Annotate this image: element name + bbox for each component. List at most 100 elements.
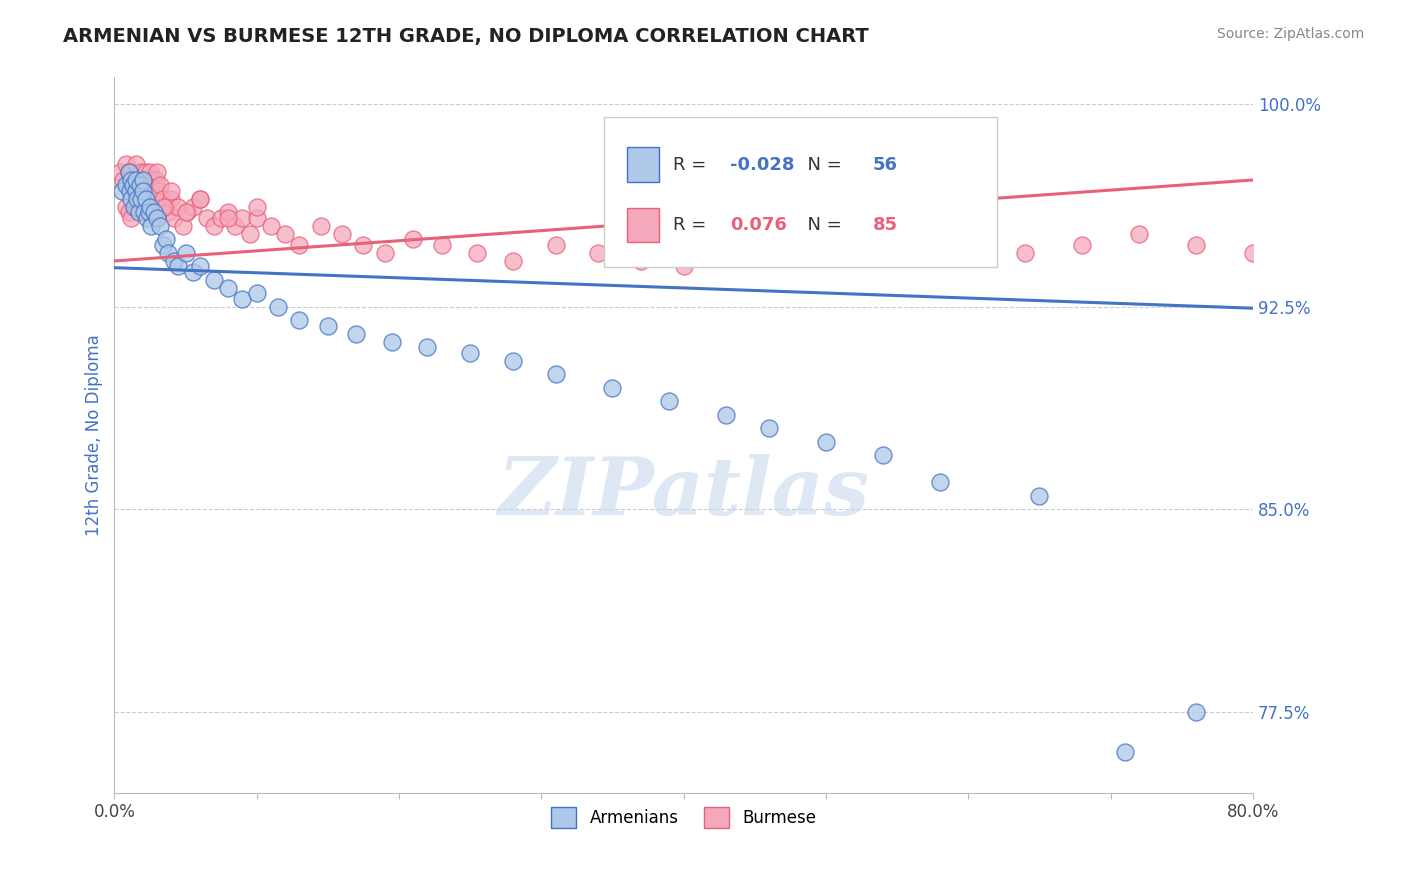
Point xyxy=(121,211,143,225)
Point xyxy=(157,245,180,260)
Point xyxy=(309,219,332,233)
Point xyxy=(114,200,136,214)
Point xyxy=(217,281,239,295)
Text: R =: R = xyxy=(673,155,713,174)
FancyBboxPatch shape xyxy=(627,147,658,182)
Point xyxy=(143,205,166,219)
Point xyxy=(155,232,177,246)
Point xyxy=(174,205,197,219)
Point xyxy=(1270,583,1292,598)
Point xyxy=(143,184,166,198)
Point xyxy=(122,178,145,193)
Point xyxy=(957,237,980,252)
Point xyxy=(786,211,808,225)
Point xyxy=(136,211,159,225)
Point xyxy=(124,200,146,214)
Point xyxy=(127,178,149,193)
Point xyxy=(402,232,425,246)
Text: 0.076: 0.076 xyxy=(730,217,787,235)
Point xyxy=(122,173,145,187)
Text: N =: N = xyxy=(796,217,848,235)
Point xyxy=(672,260,695,274)
Point xyxy=(167,200,190,214)
Point xyxy=(129,178,152,193)
Text: ZIPatlas: ZIPatlas xyxy=(498,453,870,531)
Point xyxy=(149,219,172,233)
Point xyxy=(900,232,922,246)
Point xyxy=(172,219,194,233)
Point xyxy=(124,184,146,198)
Point xyxy=(544,237,567,252)
Point xyxy=(163,254,186,268)
Point xyxy=(125,157,148,171)
Point xyxy=(288,237,311,252)
Point xyxy=(125,184,148,198)
Point xyxy=(602,381,624,395)
Point xyxy=(114,157,136,171)
Text: N =: N = xyxy=(796,155,848,174)
Point xyxy=(274,227,297,241)
Point xyxy=(131,192,153,206)
Point xyxy=(1071,237,1094,252)
Text: R =: R = xyxy=(673,217,713,235)
Point xyxy=(181,200,204,214)
Point xyxy=(1114,745,1136,759)
Text: Source: ZipAtlas.com: Source: ZipAtlas.com xyxy=(1216,27,1364,41)
Point xyxy=(135,192,157,206)
Point xyxy=(374,245,396,260)
Point xyxy=(132,192,155,206)
Point xyxy=(344,326,367,341)
Point xyxy=(120,184,142,198)
Point xyxy=(139,165,162,179)
Point xyxy=(1014,245,1036,260)
Point xyxy=(148,184,170,198)
Point xyxy=(1128,227,1150,241)
Point xyxy=(174,245,197,260)
Point xyxy=(139,200,162,214)
Point xyxy=(132,184,155,198)
Point xyxy=(1185,705,1208,719)
Text: -0.028: -0.028 xyxy=(730,155,794,174)
Point xyxy=(146,165,169,179)
Point xyxy=(128,205,150,219)
Point xyxy=(141,178,163,193)
Point xyxy=(163,211,186,225)
Point xyxy=(231,292,253,306)
Point xyxy=(1185,237,1208,252)
Point xyxy=(117,165,139,179)
Point xyxy=(136,178,159,193)
Point xyxy=(1241,245,1264,260)
Point xyxy=(132,173,155,187)
Point xyxy=(132,173,155,187)
Point xyxy=(129,184,152,198)
Point xyxy=(176,205,198,219)
Point xyxy=(157,205,180,219)
Point xyxy=(160,192,183,206)
Point xyxy=(381,334,404,349)
Point xyxy=(167,260,190,274)
Point xyxy=(658,394,681,409)
Point xyxy=(153,200,176,214)
Point xyxy=(138,205,160,219)
Point xyxy=(120,178,142,193)
Point xyxy=(134,205,156,219)
Point xyxy=(202,219,225,233)
Point xyxy=(145,173,167,187)
Point xyxy=(928,475,950,490)
Point xyxy=(458,345,481,359)
Point xyxy=(502,354,524,368)
FancyBboxPatch shape xyxy=(605,117,997,267)
Point xyxy=(195,211,218,225)
Point xyxy=(872,448,894,462)
Point xyxy=(316,318,339,333)
Point xyxy=(152,192,174,206)
Point xyxy=(139,205,162,219)
Point xyxy=(142,173,165,187)
Point xyxy=(239,227,262,241)
Point xyxy=(352,237,374,252)
Point xyxy=(121,192,143,206)
Point xyxy=(1028,489,1050,503)
Point xyxy=(730,205,752,219)
Point xyxy=(630,254,652,268)
Text: 56: 56 xyxy=(873,155,897,174)
